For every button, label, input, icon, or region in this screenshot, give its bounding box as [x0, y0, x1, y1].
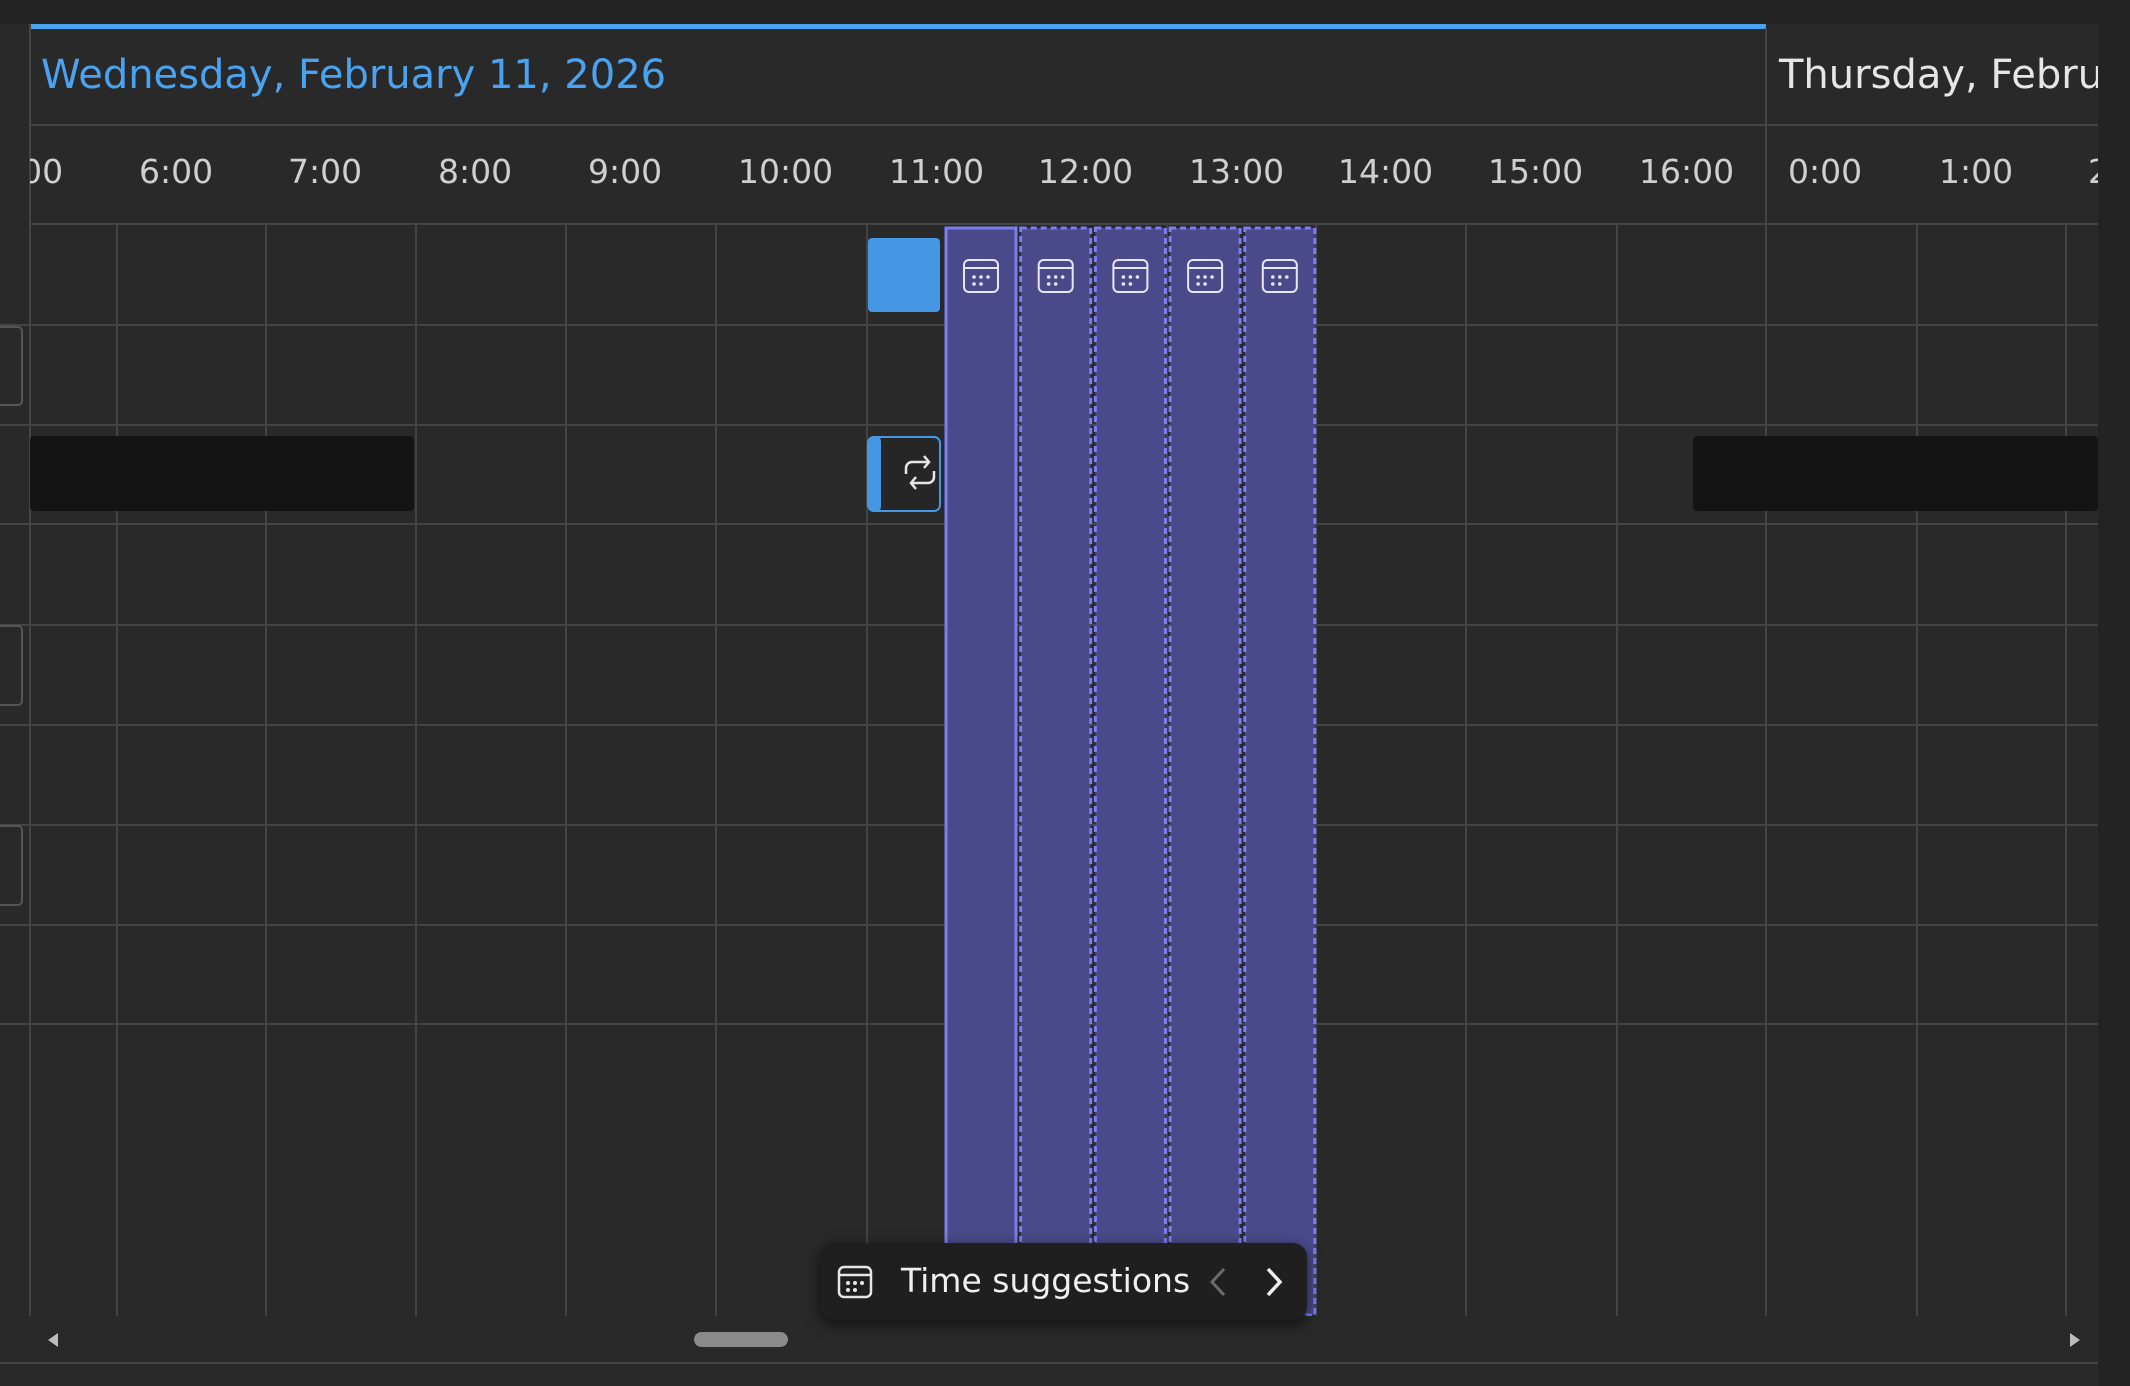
- icon-dot: [1210, 275, 1214, 279]
- icon-dot: [1278, 282, 1282, 286]
- next-button[interactable]: [1258, 1265, 1288, 1299]
- icon-dot: [1203, 275, 1207, 279]
- hour-label: 8:00: [438, 152, 513, 191]
- suggestion-icon: [1261, 259, 1298, 293]
- row-stub: [0, 326, 23, 406]
- icon-dot: [1285, 275, 1289, 279]
- time-suggestions-popup: Time suggestions: [820, 1243, 1307, 1320]
- row-stub: [0, 625, 23, 706]
- recurring-arrow: [904, 455, 931, 474]
- hour-label: 2:00: [2088, 152, 2098, 191]
- icon-dot: [1121, 275, 1126, 279]
- icon-dot: [979, 282, 983, 286]
- icon-dot: [1046, 282, 1051, 286]
- current-day-title: Wednesday, February 11, 2026: [41, 52, 667, 98]
- icon-dot: [1060, 275, 1065, 279]
- suggestion-icon: [1187, 259, 1224, 293]
- suggestion-icon: [963, 259, 999, 293]
- hour-label: 1:00: [1939, 152, 2014, 191]
- recurring-arrow: [909, 471, 936, 490]
- time-suggestion-column[interactable]: [1019, 226, 1093, 1317]
- next-day-title[interactable]: Thursday, Februa: [1779, 52, 2098, 98]
- icon-dot: [1121, 282, 1126, 286]
- icon-dot: [979, 275, 983, 279]
- scrollbar-thumb[interactable]: [694, 1332, 788, 1347]
- popup-label: Time suggestions: [901, 1261, 1191, 1300]
- top-bar: [0, 0, 2130, 24]
- scroll-left: [48, 1333, 58, 1347]
- hour-label: 0:00: [1788, 152, 1863, 191]
- suggestion-icon: [1112, 259, 1149, 293]
- time-suggestion-column[interactable]: [944, 226, 1018, 1317]
- time-suggestion-column[interactable]: [1168, 226, 1242, 1317]
- icon-frame: [1037, 259, 1074, 293]
- icon-dot: [1196, 275, 1200, 279]
- right-strip: [2098, 0, 2130, 1386]
- hour-label: 7:00: [288, 152, 363, 191]
- selected-day-indicator: [30, 24, 1766, 29]
- suggestion-icon: [1037, 259, 1074, 293]
- hour-label: 16:00: [1639, 152, 1735, 191]
- time-suggestion-column[interactable]: [1093, 226, 1167, 1317]
- icon-dot: [1135, 275, 1140, 279]
- hour-label: 14:00: [1338, 152, 1434, 191]
- header: Wednesday, February 11, 2026 Thursday, F…: [30, 0, 2098, 230]
- hour-label: 15:00: [1488, 152, 1584, 191]
- icon-dot: [1053, 275, 1058, 279]
- hour-label: 6:00: [139, 152, 214, 191]
- icon-frame: [1112, 259, 1149, 293]
- icon-dot: [1046, 275, 1051, 279]
- hour-label: 12:00: [1038, 152, 1134, 191]
- icon-dot: [1128, 282, 1133, 286]
- hour-label: 13:00: [1189, 152, 1285, 191]
- previous-button[interactable]: [1204, 1265, 1234, 1299]
- hour-label: 11:00: [889, 152, 985, 191]
- busy-block: [1693, 436, 2098, 511]
- icon-dot: [1128, 275, 1133, 279]
- hour-label: 5:00: [30, 152, 64, 191]
- scroll-right: [2070, 1333, 2080, 1347]
- time-suggestion-column[interactable]: [1243, 226, 1317, 1317]
- icon-dot: [1053, 282, 1058, 286]
- hour-label: 10:00: [738, 152, 834, 191]
- busy-block: [30, 436, 414, 511]
- icon-dot: [986, 275, 990, 279]
- recurring-icon: [904, 455, 936, 490]
- icon-dot: [1271, 275, 1275, 279]
- icon-dot: [1203, 282, 1207, 286]
- icon-dot: [1278, 275, 1282, 279]
- icon-frame: [1261, 259, 1298, 293]
- icon-dot: [972, 282, 976, 286]
- icon-dot: [972, 275, 976, 279]
- hour-label: 9:00: [588, 152, 663, 191]
- recurring-event-accent: [868, 437, 881, 511]
- icon-dot: [1196, 282, 1200, 286]
- row-stub: [0, 825, 23, 906]
- icon-frame: [963, 259, 999, 293]
- event-block: [868, 238, 940, 312]
- calendar-icon: [837, 1265, 873, 1299]
- icon-dot: [1271, 282, 1275, 286]
- icon-frame: [1187, 259, 1224, 293]
- scrollbar-track: [0, 1316, 2098, 1363]
